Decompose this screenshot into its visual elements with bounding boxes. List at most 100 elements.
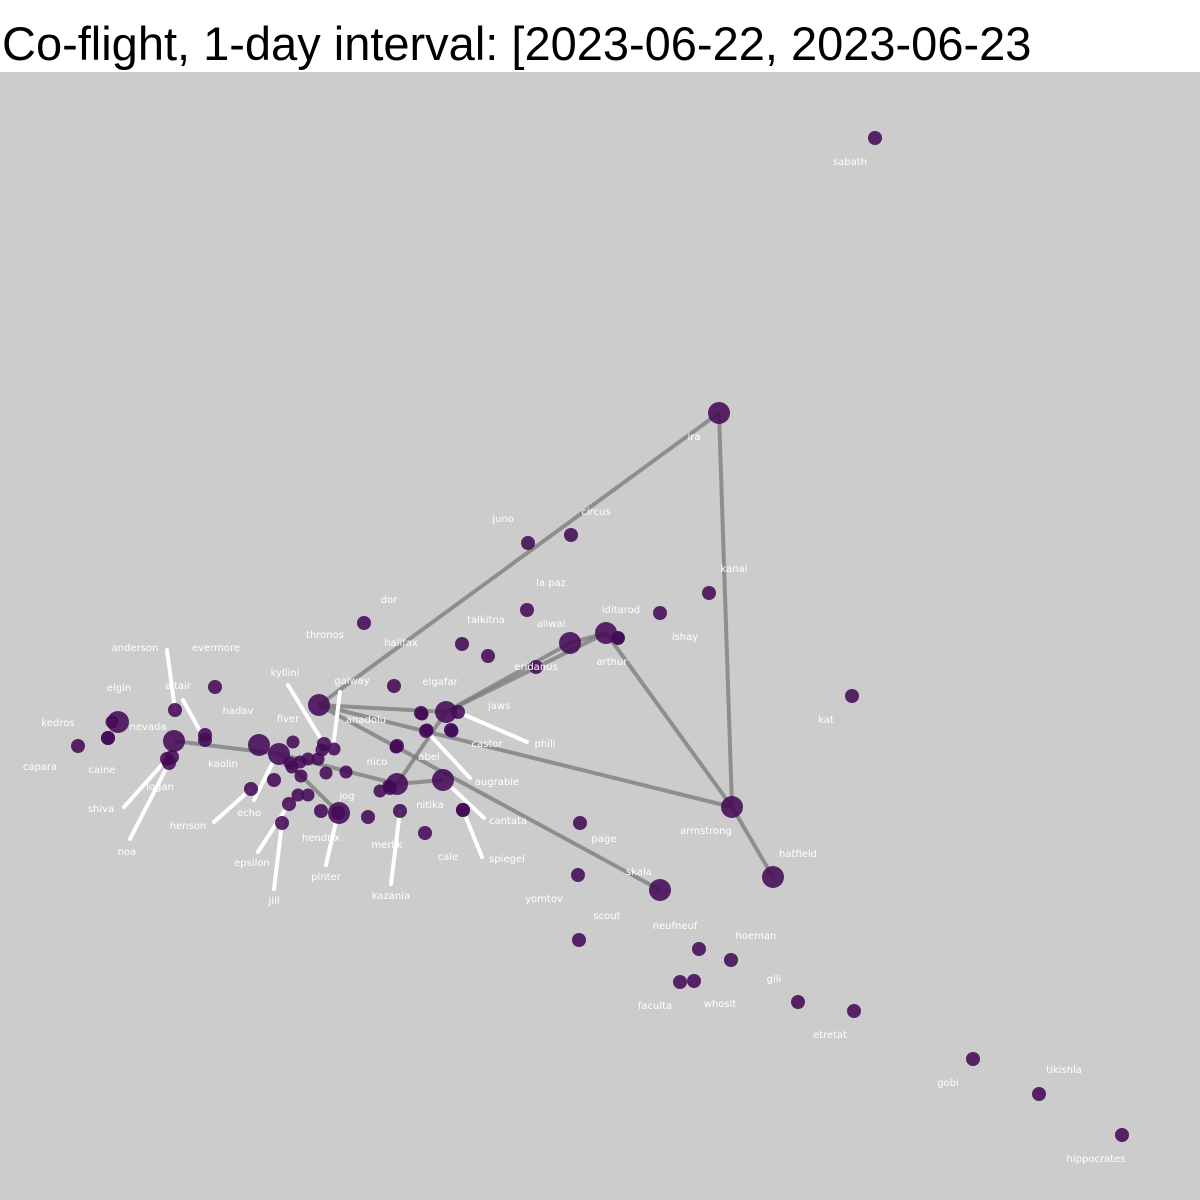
node-label-abel: abel bbox=[418, 752, 439, 763]
node-label-castor: castor bbox=[472, 739, 504, 750]
node-label-cale: cale bbox=[438, 852, 459, 863]
node-label-logan: logan bbox=[146, 782, 174, 793]
label-leaders-layer bbox=[122, 648, 529, 891]
node-label-neufneuf: neufneuf bbox=[653, 921, 698, 932]
label-leader-henson bbox=[212, 787, 253, 824]
edge-thronos-skala bbox=[318, 703, 661, 892]
node-label-jog: jog bbox=[338, 791, 354, 802]
node-label-shiva: shiva bbox=[88, 804, 114, 815]
node-label-la-paz: la paz bbox=[536, 578, 566, 589]
node-label-talkitna: talkitna bbox=[467, 615, 505, 626]
node-label-page: page bbox=[592, 834, 617, 845]
node-label-yomtov: yomtov bbox=[525, 894, 563, 905]
node-jaws bbox=[444, 723, 458, 737]
edge-arthur-armstrong bbox=[604, 631, 734, 809]
node-label-scout: scout bbox=[593, 911, 620, 922]
node-label-kaolin: kaolin bbox=[208, 759, 238, 770]
node-dor bbox=[357, 616, 371, 630]
node-label-elgin: elgin bbox=[107, 683, 131, 694]
network-graph: sabath ira juno circus kanai la paz iditarod do… bbox=[23, 131, 1129, 1165]
node-label-kyllini: kyllini bbox=[271, 668, 300, 679]
node-label-fiver: fiver bbox=[277, 714, 300, 725]
labels-layer: sabath ira juno circus kanai la paz iditarod do… bbox=[23, 157, 1126, 1165]
node-label-hendrix: hendrix bbox=[302, 833, 340, 844]
node-label-elgafar: elgafar bbox=[422, 677, 458, 688]
plot-area: sabath ira juno circus kanai la paz iditarod do… bbox=[0, 72, 1200, 1200]
edge-armstrong-hatfield bbox=[730, 805, 775, 879]
edge-ira-armstrong bbox=[717, 412, 734, 808]
node-label-echo: echo bbox=[237, 808, 261, 819]
node-evermore bbox=[208, 680, 222, 694]
node-circus bbox=[564, 528, 578, 542]
label-leader-echo bbox=[252, 758, 276, 802]
node-kanai bbox=[702, 586, 716, 600]
node-yomtov bbox=[571, 868, 585, 882]
node-label-jill: Jill bbox=[267, 896, 279, 907]
node-hendrix bbox=[314, 804, 328, 818]
node-fiver bbox=[248, 734, 270, 756]
node-kaolin bbox=[268, 743, 290, 765]
node-label-pinter: pinter bbox=[311, 872, 342, 883]
node-page bbox=[573, 816, 587, 830]
node-label-tikishla: tikishla bbox=[1046, 1065, 1082, 1076]
node-armstrong bbox=[721, 796, 743, 818]
node-la-paz bbox=[520, 603, 534, 617]
node-label-merlik: merlik bbox=[371, 840, 403, 851]
label-leader-augrabie bbox=[428, 733, 472, 780]
node-sabath bbox=[868, 131, 882, 145]
node-label-dor: dor bbox=[381, 595, 398, 606]
node-anderson bbox=[168, 703, 182, 717]
node-jill bbox=[275, 816, 289, 830]
label-leader-noa bbox=[128, 761, 171, 841]
node-label-anadolu: anadolu bbox=[346, 715, 386, 726]
label-leader-shiva bbox=[122, 757, 169, 809]
node-scout bbox=[572, 933, 586, 947]
node-anadolu bbox=[390, 739, 404, 753]
node-augrabie bbox=[432, 769, 454, 791]
label-leader-phili bbox=[456, 710, 529, 744]
node-nitika bbox=[383, 781, 397, 795]
node-label-etretat: etretat bbox=[813, 1030, 847, 1041]
node-label-altair: altair bbox=[165, 681, 192, 692]
node-ira bbox=[708, 402, 730, 424]
node-hippocrates bbox=[1115, 1128, 1129, 1142]
node-label-jaws: jaws bbox=[487, 701, 510, 712]
node-label-hatfield: hatfield bbox=[779, 849, 817, 860]
node-spiegel bbox=[456, 803, 470, 817]
node-pinter bbox=[331, 806, 345, 820]
node-label-hippocrates: hippocrates bbox=[1067, 1154, 1126, 1165]
cluster-node bbox=[286, 735, 300, 749]
node-label-kat: kat bbox=[818, 715, 834, 726]
node-henson bbox=[244, 782, 258, 796]
cluster-node bbox=[301, 788, 315, 802]
cluster-node bbox=[294, 769, 308, 783]
node-merlik bbox=[361, 810, 375, 824]
node-galway bbox=[387, 679, 401, 693]
node-label-hadav: hadav bbox=[223, 706, 254, 717]
node-etretat bbox=[847, 1004, 861, 1018]
node-echo bbox=[267, 773, 281, 787]
node-label-circus: circus bbox=[581, 507, 610, 518]
label-leader-cantata bbox=[448, 784, 486, 820]
node-label-juno: juno bbox=[491, 514, 514, 525]
node-label-armstrong: armstrong bbox=[680, 826, 732, 837]
node-label-anderson: anderson bbox=[112, 643, 159, 654]
node-kazania bbox=[393, 804, 407, 818]
node-elgafar bbox=[435, 701, 457, 723]
node-label-gili: gili bbox=[767, 974, 782, 985]
node-gobi bbox=[966, 1052, 980, 1066]
node-label-gobi: gobi bbox=[937, 1078, 959, 1089]
node-skala bbox=[649, 879, 671, 901]
node-hoeman bbox=[724, 953, 738, 967]
edges-layer bbox=[173, 411, 775, 892]
node-label-noa: noa bbox=[118, 847, 137, 858]
node-neufneuf bbox=[692, 942, 706, 956]
node-arthur bbox=[595, 622, 617, 644]
cluster-node bbox=[319, 766, 333, 780]
node-label-augrabie: augrabie bbox=[475, 777, 519, 788]
node-hatfield bbox=[762, 866, 784, 888]
page-title: Co-flight, 1-day interval: [2023-06-22, … bbox=[2, 17, 1032, 70]
node-label-thronos: thronos bbox=[306, 630, 344, 641]
node-label-capara: capara bbox=[23, 762, 57, 773]
node-talkitna bbox=[481, 649, 495, 663]
